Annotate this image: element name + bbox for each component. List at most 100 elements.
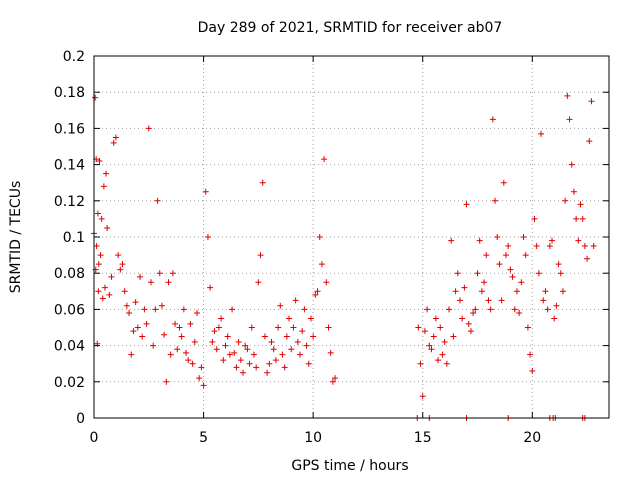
data-point <box>446 306 453 313</box>
data-point <box>130 328 137 335</box>
data-point <box>187 320 194 327</box>
data-point <box>487 306 494 313</box>
data-point <box>476 237 483 244</box>
data-point <box>310 333 317 340</box>
data-point <box>103 170 110 177</box>
data-point <box>494 234 501 240</box>
data-point <box>281 364 288 371</box>
data-point <box>128 351 135 358</box>
data-point <box>575 237 582 244</box>
data-point <box>467 328 474 335</box>
data-point <box>213 346 220 353</box>
data-point <box>421 328 428 335</box>
data-point <box>518 279 525 286</box>
data-point <box>126 310 133 317</box>
data-point <box>489 116 496 123</box>
data-point <box>292 297 299 304</box>
x-axis-label: GPS time / hours <box>291 458 408 474</box>
data-point <box>426 342 433 349</box>
data-point <box>329 378 336 385</box>
grid-lines <box>94 56 609 418</box>
data-point <box>305 360 312 367</box>
data-point <box>211 328 218 335</box>
data-point <box>549 237 556 244</box>
data-point <box>279 351 286 358</box>
data-point <box>110 139 117 146</box>
data-point <box>248 324 255 331</box>
data-point <box>270 346 277 353</box>
data-point <box>250 351 257 358</box>
data-point <box>294 338 301 345</box>
data-point <box>288 346 295 353</box>
x-tick-label: 10 <box>304 430 322 446</box>
data-point <box>158 302 165 309</box>
data-point <box>454 270 461 277</box>
data-point <box>581 243 588 250</box>
data-point <box>307 315 314 322</box>
data-point <box>165 279 172 286</box>
data-point <box>98 215 105 222</box>
x-tick-label: 15 <box>414 430 432 446</box>
data-point <box>218 315 225 322</box>
data-point <box>432 315 439 322</box>
data-point <box>562 197 569 204</box>
data-point <box>509 273 516 280</box>
data-point <box>483 252 490 259</box>
data-point <box>202 188 209 195</box>
data-point <box>301 306 308 313</box>
data-point <box>134 324 141 331</box>
data-point <box>503 252 509 259</box>
data-point <box>194 310 200 317</box>
data-point <box>463 201 470 208</box>
data-point <box>419 393 426 400</box>
data-point <box>95 288 102 295</box>
data-point <box>297 351 303 358</box>
data-point <box>474 270 481 277</box>
data-point <box>465 320 472 327</box>
data-point <box>553 302 560 309</box>
data-point <box>145 125 152 132</box>
data-point <box>478 288 485 295</box>
data-point <box>555 261 562 268</box>
data-point <box>117 266 124 273</box>
data-point <box>96 157 103 164</box>
data-point <box>437 324 444 331</box>
data-point <box>275 324 282 331</box>
data-point <box>115 252 122 259</box>
data-point <box>198 364 205 371</box>
data-point <box>156 270 163 277</box>
data-point <box>191 338 198 345</box>
data-point <box>507 266 514 273</box>
data-point <box>577 201 584 208</box>
data-point <box>112 134 119 141</box>
data-point <box>123 302 130 309</box>
data-point <box>143 320 150 327</box>
y-tick-label: 0.18 <box>54 85 85 101</box>
data-point <box>283 333 290 340</box>
data-point <box>590 243 597 250</box>
data-point <box>92 94 99 101</box>
y-axis-label: SRMTID / TECUs <box>8 181 24 294</box>
data-point <box>588 98 595 105</box>
data-point <box>150 342 157 349</box>
data-point <box>511 306 518 313</box>
data-point <box>189 360 196 367</box>
data-point <box>542 288 549 295</box>
data-point <box>415 324 422 331</box>
data-point <box>172 320 179 327</box>
data-point <box>99 295 106 302</box>
y-tick-label: 0.06 <box>54 302 85 318</box>
data-point <box>290 324 297 331</box>
data-point <box>485 297 492 304</box>
data-point <box>498 297 505 304</box>
data-point <box>100 183 107 190</box>
data-point <box>253 364 260 371</box>
data-point <box>312 291 319 298</box>
data-point <box>533 243 540 250</box>
data-point <box>439 351 446 358</box>
y-tick-label: 0.16 <box>54 121 85 137</box>
data-point <box>538 130 545 137</box>
data-point <box>557 270 564 277</box>
data-point <box>505 243 512 250</box>
data-point <box>579 215 586 222</box>
